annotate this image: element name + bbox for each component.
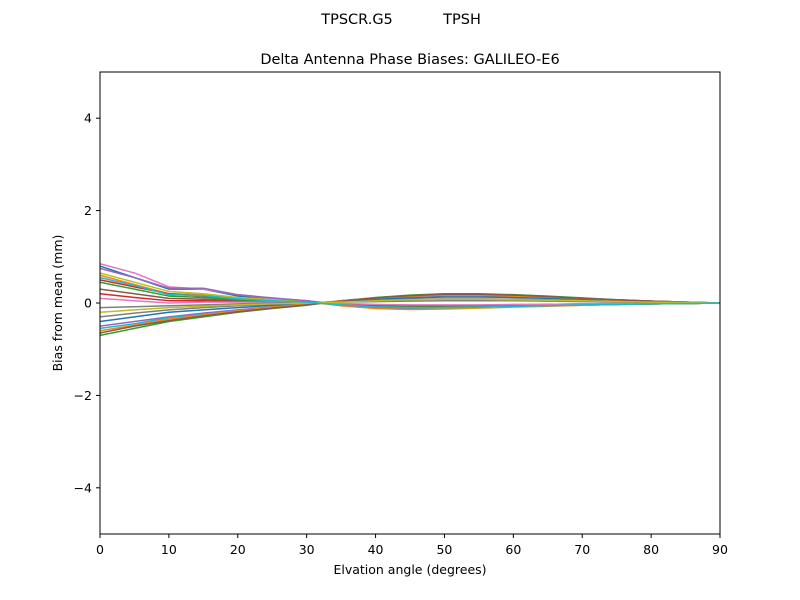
y-tick-label--2: −2 <box>74 388 92 403</box>
y-tick-label-2: 2 <box>84 203 92 218</box>
series-lines <box>99 263 721 337</box>
x-tick-label-30: 30 <box>299 542 315 557</box>
series-line-17 <box>99 297 720 306</box>
chart-title: Delta Antenna Phase Biases: GALILEO-E6 <box>260 52 559 68</box>
x-tick-label-10: 10 <box>161 542 177 557</box>
suptitle-right: TPSH <box>442 12 481 28</box>
x-tick-label-90: 90 <box>712 542 728 557</box>
series-line-16 <box>99 293 721 334</box>
x-tick-label-40: 40 <box>368 542 384 557</box>
x-tick-label-60: 60 <box>505 542 521 557</box>
y-axis-label: Bias from mean (mm) <box>50 235 65 372</box>
x-tick-label-80: 80 <box>643 542 659 557</box>
x-tick-label-50: 50 <box>436 542 452 557</box>
x-tick-label-70: 70 <box>574 542 590 557</box>
y-tick-label-0: 0 <box>84 296 92 311</box>
y-tick-label-4: 4 <box>84 111 92 126</box>
y-tick-label--4: −4 <box>74 480 92 495</box>
suptitle-left: TPSCR.G5 <box>320 12 393 28</box>
series-line-20 <box>99 276 721 309</box>
series-line-19 <box>99 298 721 313</box>
y-axis-ticks: −4 −2 0 2 4 <box>74 111 100 495</box>
x-tick-label-20: 20 <box>230 542 246 557</box>
x-tick-label-0: 0 <box>96 542 104 557</box>
x-axis-ticks: 0 10 20 30 40 50 60 70 80 90 <box>96 534 728 557</box>
x-axis-label: Elvation angle (degrees) <box>333 562 486 577</box>
